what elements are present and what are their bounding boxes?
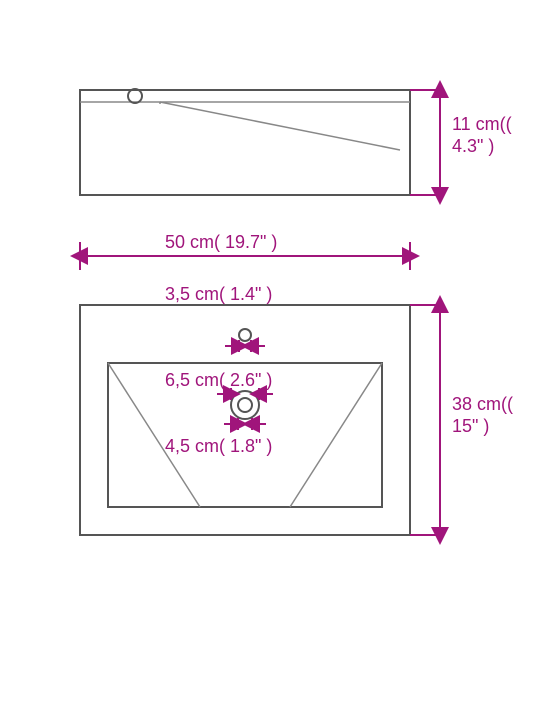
dim-depth: 38 cm((15" ) [410, 305, 513, 535]
dim-depth-label: 38 cm((15" ) [452, 394, 513, 436]
dim-width: 50 cm( 19.7" ) [80, 232, 410, 270]
dim-drain-outer-label: 6,5 cm( 2.6" ) [165, 370, 272, 390]
dim-height-label: 11 cm((4.3" ) [452, 114, 512, 156]
side-view [80, 89, 410, 195]
top-view [80, 305, 410, 535]
dim-drain-inner-label: 4,5 cm( 1.8" ) [165, 436, 272, 456]
tap-hole-icon [239, 329, 251, 341]
depth-line-2 [290, 363, 382, 507]
dim-width-label: 50 cm( 19.7" ) [165, 232, 277, 252]
side-diagonal [160, 102, 400, 150]
dim-tap-label: 3,5 cm( 1.4" ) [165, 284, 272, 304]
drain-inner-icon [238, 398, 252, 412]
drain-outer-icon [231, 391, 259, 419]
dim-height-side: 11 cm((4.3" ) [410, 90, 512, 195]
faucet-hole-icon [128, 89, 142, 103]
